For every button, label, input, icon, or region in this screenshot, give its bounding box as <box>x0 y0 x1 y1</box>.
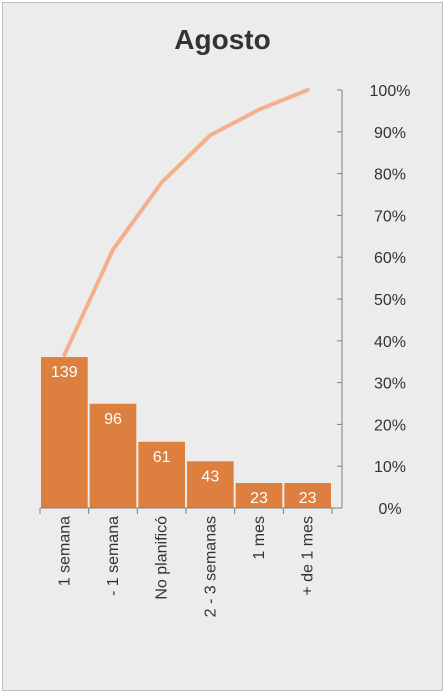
chart-title: Agosto <box>174 24 271 55</box>
bar-5 <box>235 483 283 508</box>
x-axis-tick-label: No planificó <box>154 516 171 600</box>
bar-data-label: 43 <box>201 468 219 485</box>
right-axis-tick-label: 20% <box>374 417 406 434</box>
bar-1 <box>41 357 88 508</box>
right-axis-tick-label: 60% <box>374 250 406 267</box>
x-axis-tick-label: 1 mes <box>251 516 268 560</box>
right-axis-tick-label: 40% <box>374 334 406 351</box>
bar-data-label: 139 <box>51 364 78 381</box>
right-axis-tick-label: 30% <box>374 376 406 393</box>
right-axis-tick-label: 0% <box>378 501 401 518</box>
x-axis-tick-label: + de 1 mes <box>300 516 317 596</box>
cumulative-line <box>62 88 310 358</box>
x-axis-tick-label: 2 - 3 semanas <box>202 516 219 617</box>
right-axis-tick-label: 80% <box>374 167 406 184</box>
bar-data-label: 23 <box>250 490 268 507</box>
bar-3 <box>138 441 185 508</box>
right-axis-tick-label: 10% <box>374 459 406 476</box>
right-axis-tick-label: 50% <box>374 292 406 309</box>
right-axis-tick-label: 70% <box>374 208 406 225</box>
x-axis-tick-label: 1 semana <box>56 516 73 586</box>
bar-2 <box>89 403 137 508</box>
bar-6 <box>284 483 331 508</box>
right-axis-tick-label: 90% <box>374 125 406 142</box>
bar-data-label: 96 <box>104 411 122 428</box>
bar-data-label: 61 <box>153 449 171 466</box>
right-axis-tick-label: 100% <box>370 83 411 100</box>
x-axis-tick-label: - 1 semana <box>105 516 122 596</box>
bar-data-label: 23 <box>299 490 317 507</box>
bar-4 <box>187 461 234 508</box>
